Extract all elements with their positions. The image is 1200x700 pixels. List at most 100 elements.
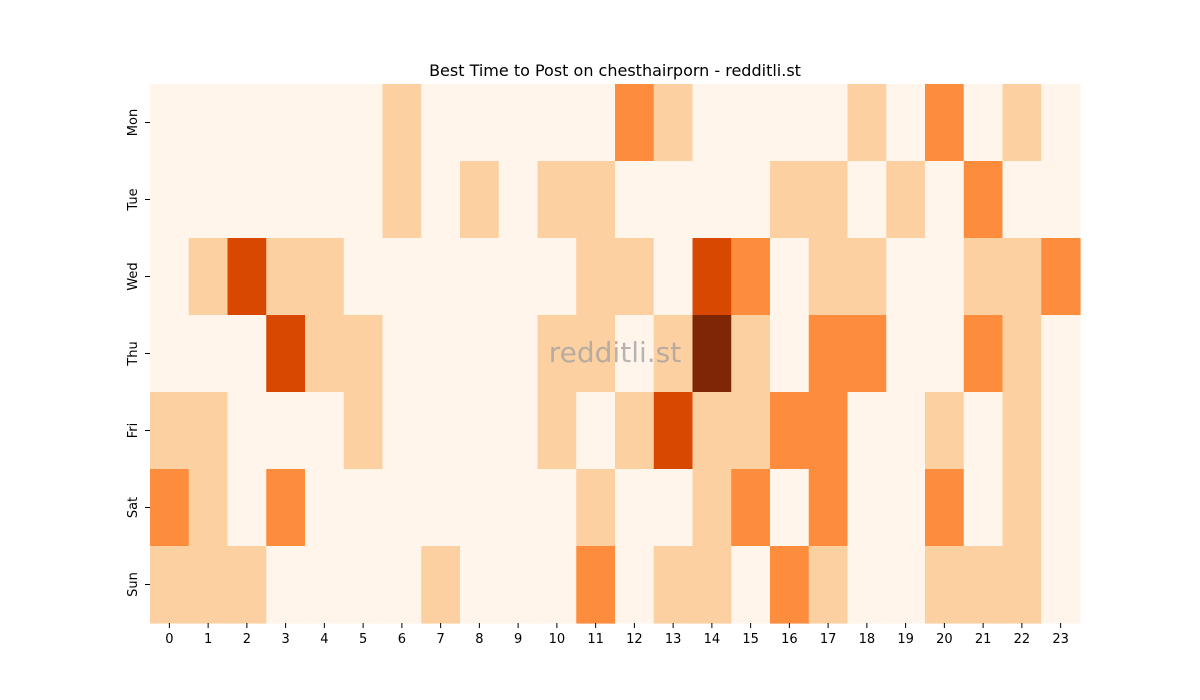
heatmap-cell-fri-8 [460, 392, 500, 470]
heatmap-cell-tue-17 [808, 161, 849, 239]
heatmap-cell-tue-20 [925, 161, 965, 239]
heatmap-cell-mon-8 [460, 84, 500, 162]
heatmap-cell-tue-5 [343, 161, 384, 239]
heatmap-cell-wed-8 [460, 238, 500, 316]
heatmap-cell-wed-5 [343, 238, 384, 316]
x-tick-label: 20 [936, 632, 953, 647]
x-tick-label: 15 [742, 632, 759, 647]
heatmap-cell-fri-12 [615, 392, 655, 470]
heatmap-cell-thu-22 [1002, 315, 1042, 393]
heatmap-cell-sat-0 [150, 469, 190, 547]
x-tick-label: 10 [549, 632, 566, 647]
heatmap-cell-thu-12 [615, 315, 655, 393]
y-tick-label: Mon [126, 109, 141, 136]
heatmap-cell-sun-16 [770, 546, 810, 624]
heatmap-cell-thu-14 [692, 315, 732, 393]
heatmap-cell-sun-23 [1041, 546, 1081, 624]
heatmap-cell-sun-6 [382, 546, 422, 624]
heatmap-cell-sat-8 [460, 469, 500, 547]
heatmap-cell-wed-1 [188, 238, 229, 316]
heatmap-cell-wed-7 [421, 238, 461, 316]
heatmap-cell-sun-2 [227, 546, 267, 624]
heatmap-cell-wed-22 [1002, 238, 1042, 316]
heatmap-cell-mon-14 [692, 84, 732, 162]
x-tick-label: 8 [475, 632, 483, 647]
heatmap-cell-mon-13 [653, 84, 694, 162]
heatmap-cell-sat-20 [925, 469, 965, 547]
y-tick-label: Tue [126, 188, 141, 211]
x-axis: 0 1 2 3 4 5 6 7 8 9 10 11 12 13 14 15 16 17 18 19 20 21 22 23 [165, 623, 1069, 647]
heatmap-cell-tue-23 [1041, 161, 1081, 239]
x-tick-label: 21 [975, 632, 992, 647]
heatmap-cell-sat-22 [1002, 469, 1042, 547]
heatmap-cell-mon-16 [770, 84, 810, 162]
chart-title: Best Time to Post on chesthairporn - red… [429, 61, 801, 80]
x-tick-label: 7 [436, 632, 444, 647]
heatmap-cell-thu-6 [382, 315, 422, 393]
heatmap-cell-sat-14 [692, 469, 732, 547]
heatmap-cell-wed-0 [150, 238, 190, 316]
x-tick-label: 18 [859, 632, 876, 647]
heatmap-cell-sun-11 [576, 546, 616, 624]
heatmap-cell-fri-15 [731, 392, 771, 470]
heatmap-cell-sat-10 [537, 469, 577, 547]
heatmap-cell-fri-21 [963, 392, 1004, 470]
heatmap-cell-sat-4 [305, 469, 345, 547]
heatmap-cell-fri-2 [227, 392, 267, 470]
heatmap-cell-thu-13 [653, 315, 694, 393]
heatmap-cell-sat-12 [615, 469, 655, 547]
heatmap-cell-thu-8 [460, 315, 500, 393]
heatmap-cell-tue-15 [731, 161, 771, 239]
heatmap-cell-wed-17 [808, 238, 849, 316]
heatmap-cell-mon-22 [1002, 84, 1042, 162]
heatmap-cell-thu-2 [227, 315, 267, 393]
heatmap-cell-thu-4 [305, 315, 345, 393]
heatmap-cell-fri-0 [150, 392, 190, 470]
heatmap-cell-fri-14 [692, 392, 732, 470]
heatmap-cell-fri-18 [847, 392, 887, 470]
heatmap-cell-sun-0 [150, 546, 190, 624]
heatmap-cell-fri-6 [382, 392, 422, 470]
heatmap-cell-fri-7 [421, 392, 461, 470]
x-tick-label: 22 [1014, 632, 1031, 647]
heatmap-cell-sat-18 [847, 469, 887, 547]
heatmap-cell-mon-5 [343, 84, 384, 162]
heatmap-cell-sat-21 [963, 469, 1004, 547]
x-tick-label: 17 [820, 632, 837, 647]
heatmap-cell-sat-17 [808, 469, 849, 547]
heatmap-cell-fri-17 [808, 392, 849, 470]
heatmap-cell-thu-18 [847, 315, 887, 393]
heatmap-cell-tue-21 [963, 161, 1004, 239]
heatmap-cell-tue-11 [576, 161, 616, 239]
heatmap-cell-tue-16 [770, 161, 810, 239]
heatmap-cell-sat-23 [1041, 469, 1081, 547]
heatmap-cell-thu-5 [343, 315, 384, 393]
heatmap-cell-tue-0 [150, 161, 190, 239]
heatmap-cell-mon-12 [615, 84, 655, 162]
heatmap-cell-fri-16 [770, 392, 810, 470]
x-tick-label: 5 [359, 632, 367, 647]
heatmap-cell-thu-20 [925, 315, 965, 393]
x-tick-label: 3 [281, 632, 289, 647]
heatmap-cell-tue-3 [266, 161, 306, 239]
heatmap-cell-sat-1 [188, 469, 229, 547]
heatmap-cell-sun-20 [925, 546, 965, 624]
heatmap-cell-wed-12 [615, 238, 655, 316]
heatmap-cell-fri-3 [266, 392, 306, 470]
watermark: redditli.st [549, 336, 681, 369]
heatmap-cell-tue-6 [382, 161, 422, 239]
x-tick-label: 19 [897, 632, 914, 647]
x-tick-label: 16 [781, 632, 798, 647]
heatmap-cell-mon-0 [150, 84, 190, 162]
heatmap-cell-sun-14 [692, 546, 732, 624]
heatmap-cell-mon-9 [498, 84, 539, 162]
heatmap-cell-mon-6 [382, 84, 422, 162]
heatmap-cell-mon-21 [963, 84, 1004, 162]
heatmap-cell-tue-7 [421, 161, 461, 239]
heatmap-cell-tue-8 [460, 161, 500, 239]
x-tick-label: 11 [587, 632, 604, 647]
heatmap-cell-mon-11 [576, 84, 616, 162]
heatmap-cell-sun-3 [266, 546, 306, 624]
heatmap-cell-wed-9 [498, 238, 539, 316]
